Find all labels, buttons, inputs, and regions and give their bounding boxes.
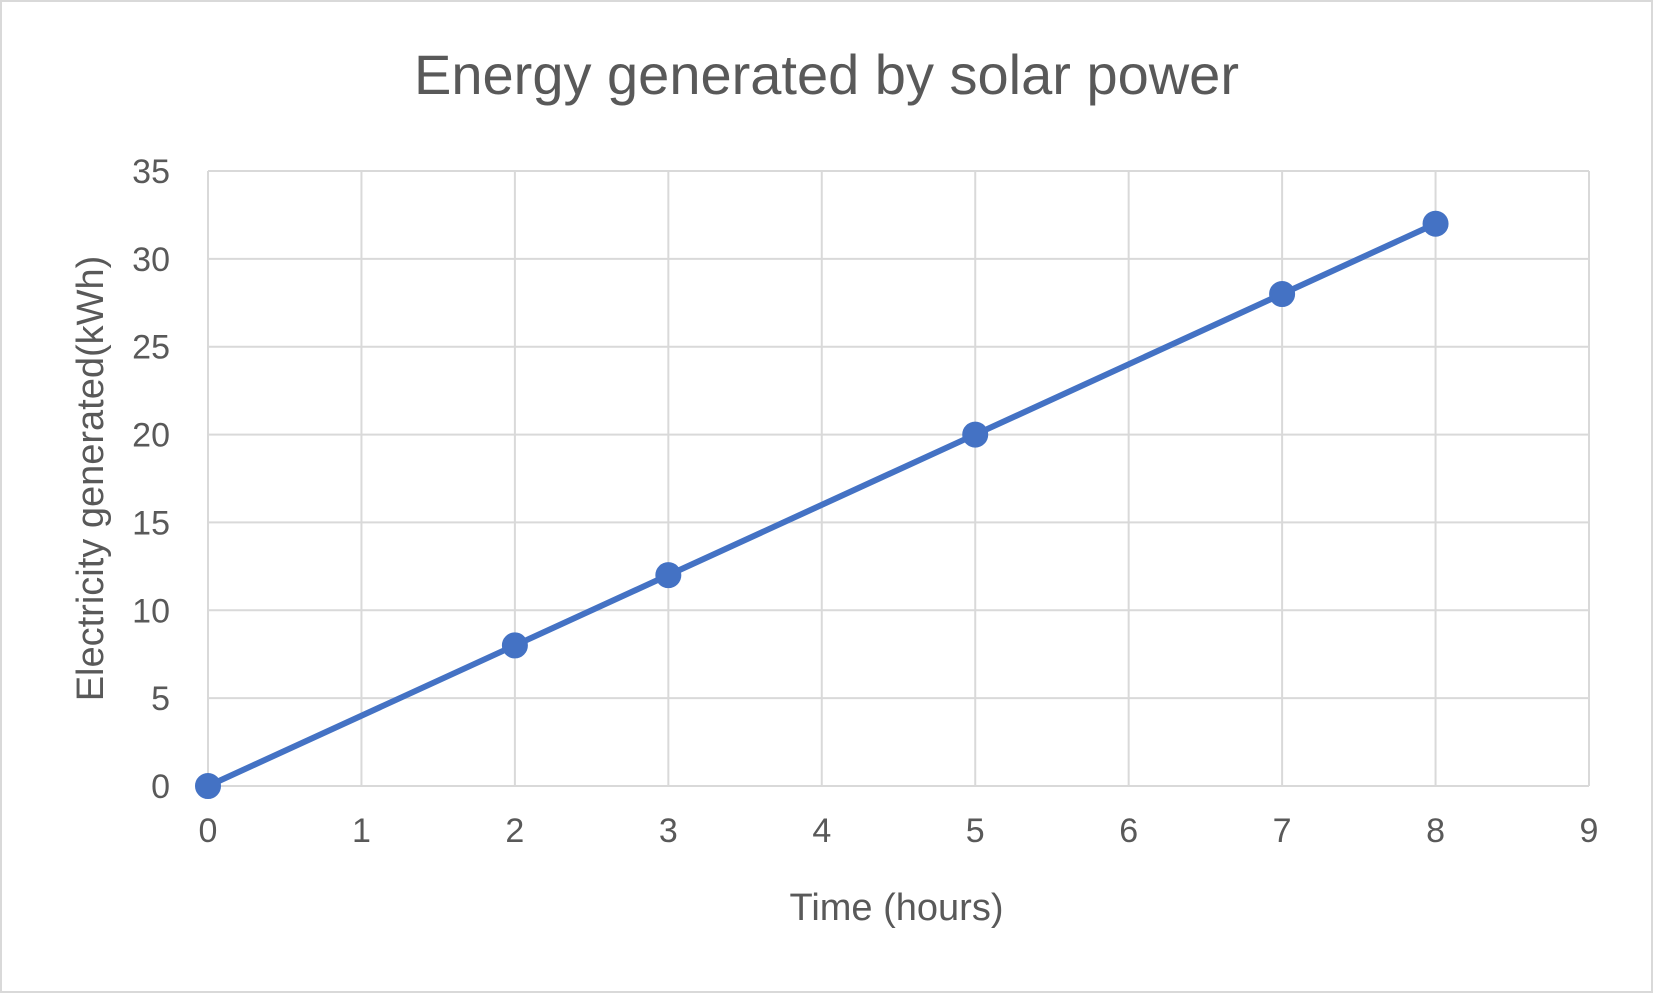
x-tick-label: 8	[1426, 812, 1445, 850]
data-point	[501, 632, 528, 659]
x-tick-label: 7	[1273, 812, 1292, 850]
data-point	[1269, 281, 1296, 307]
data-point	[1422, 210, 1449, 237]
data-point	[962, 421, 989, 448]
series-layer	[195, 210, 1449, 799]
x-tick-label: 2	[505, 812, 524, 850]
grid-layer	[207, 170, 1590, 787]
x-tick-label: 9	[1580, 812, 1599, 850]
y-tick-label: 35	[132, 153, 170, 191]
y-tick-label: 30	[132, 241, 170, 279]
y-tick-label: 10	[132, 592, 170, 630]
x-tick-label: 1	[352, 812, 371, 850]
x-tick-label: 3	[659, 812, 678, 850]
x-axis-title: Time (hours)	[790, 887, 1004, 929]
data-point	[655, 562, 682, 589]
chart-title: Energy generated by solar power	[414, 43, 1239, 106]
y-tick-label: 25	[132, 329, 170, 367]
y-axis-title: Electricity generated(kWh)	[70, 256, 112, 702]
y-tick-label: 5	[151, 680, 170, 718]
x-tick-label: 6	[1119, 812, 1138, 850]
x-tick-label: 0	[199, 812, 218, 850]
y-tick-label: 15	[132, 504, 170, 542]
data-point	[195, 773, 221, 799]
series-line	[205, 220, 1439, 789]
tick-label-layer: 0 5 10 15 20 25 30 35 0 1 2 3 4 5 6 7 8 9	[132, 153, 1598, 850]
y-tick-label: 20	[132, 417, 170, 455]
x-tick-label: 5	[966, 812, 985, 850]
x-tick-label: 4	[812, 812, 831, 850]
y-tick-label: 0	[151, 768, 170, 806]
